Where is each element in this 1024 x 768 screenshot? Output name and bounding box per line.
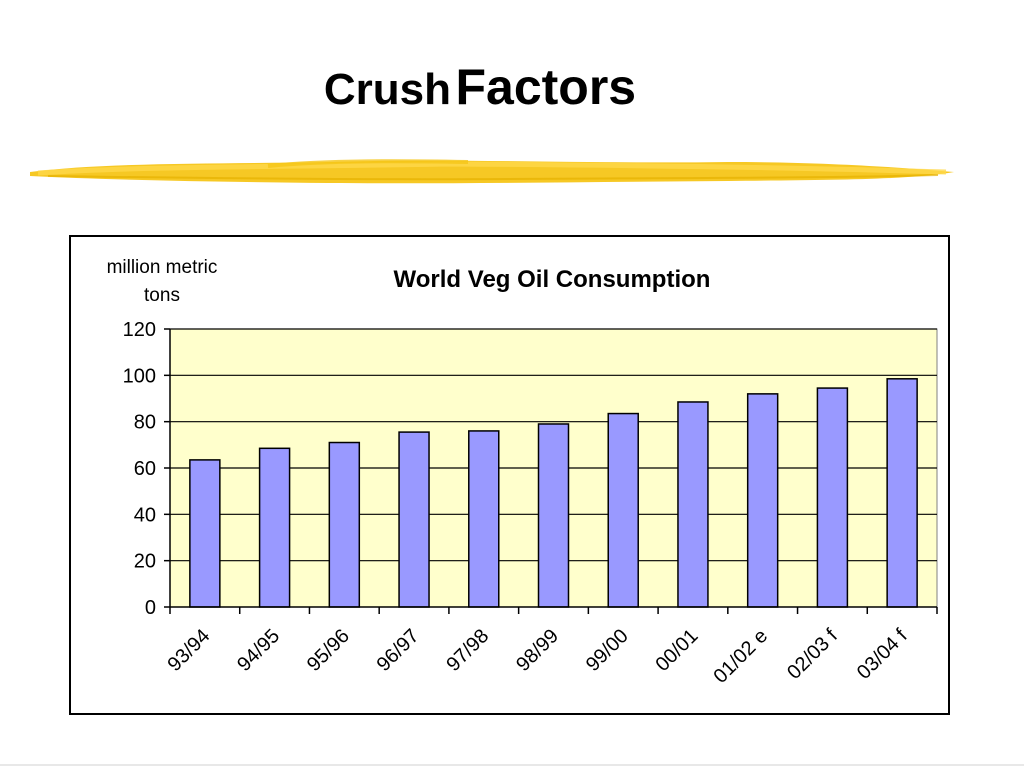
x-tick-label: 01/02 e	[709, 625, 772, 688]
x-tick-label: 96/97	[373, 625, 424, 676]
y-tick-label: 80	[134, 412, 156, 434]
y-tick-label: 100	[123, 365, 156, 387]
slide-title: Crush Factors	[0, 58, 960, 116]
bar	[746, 393, 779, 608]
x-tick-label: 00/01	[652, 625, 703, 676]
y-tick-label: 60	[134, 458, 156, 480]
x-tick-label: 94/95	[233, 625, 284, 676]
bar	[677, 401, 709, 608]
bar	[537, 423, 570, 608]
bar	[398, 431, 430, 608]
x-tick-label: 95/96	[303, 625, 354, 676]
y-tick-label: 0	[145, 597, 156, 619]
slide-title-word-1: Crush	[323, 65, 452, 114]
y-axis-unit-label-line-2: tons	[144, 285, 180, 306]
chart-frame: 0 20 40 60 80 100 120 93/94 94/95 95/96 96/97 97/9…	[69, 235, 950, 715]
bar	[258, 447, 291, 608]
x-tick-label: 98/99	[512, 625, 563, 676]
title-underline-stroke	[30, 159, 954, 184]
y-tick-label: 120	[123, 319, 156, 341]
bar	[816, 387, 849, 608]
bar	[607, 412, 639, 608]
y-tick-label: 20	[134, 551, 156, 573]
y-axis-unit-label-line-1: million metric	[107, 257, 218, 278]
x-tick-label: 97/98	[442, 625, 493, 676]
x-tick-label: 02/03 f	[783, 625, 842, 684]
bar-chart: 0 20 40 60 80 100 120 93/94 94/95 95/96 96/97 97/9…	[107, 257, 938, 688]
bar	[886, 378, 918, 608]
bar	[328, 441, 361, 608]
chart-title: World Veg Oil Consumption	[394, 266, 711, 293]
bar	[468, 430, 500, 608]
footer-divider	[0, 764, 1024, 766]
bar	[189, 459, 221, 608]
x-tick-label: 99/00	[582, 625, 633, 676]
y-tick-label: 40	[134, 504, 156, 526]
x-tick-label: 93/94	[163, 625, 214, 676]
x-tick-label: 03/04 f	[853, 625, 912, 684]
slide-title-word-2: Factors	[455, 59, 637, 115]
